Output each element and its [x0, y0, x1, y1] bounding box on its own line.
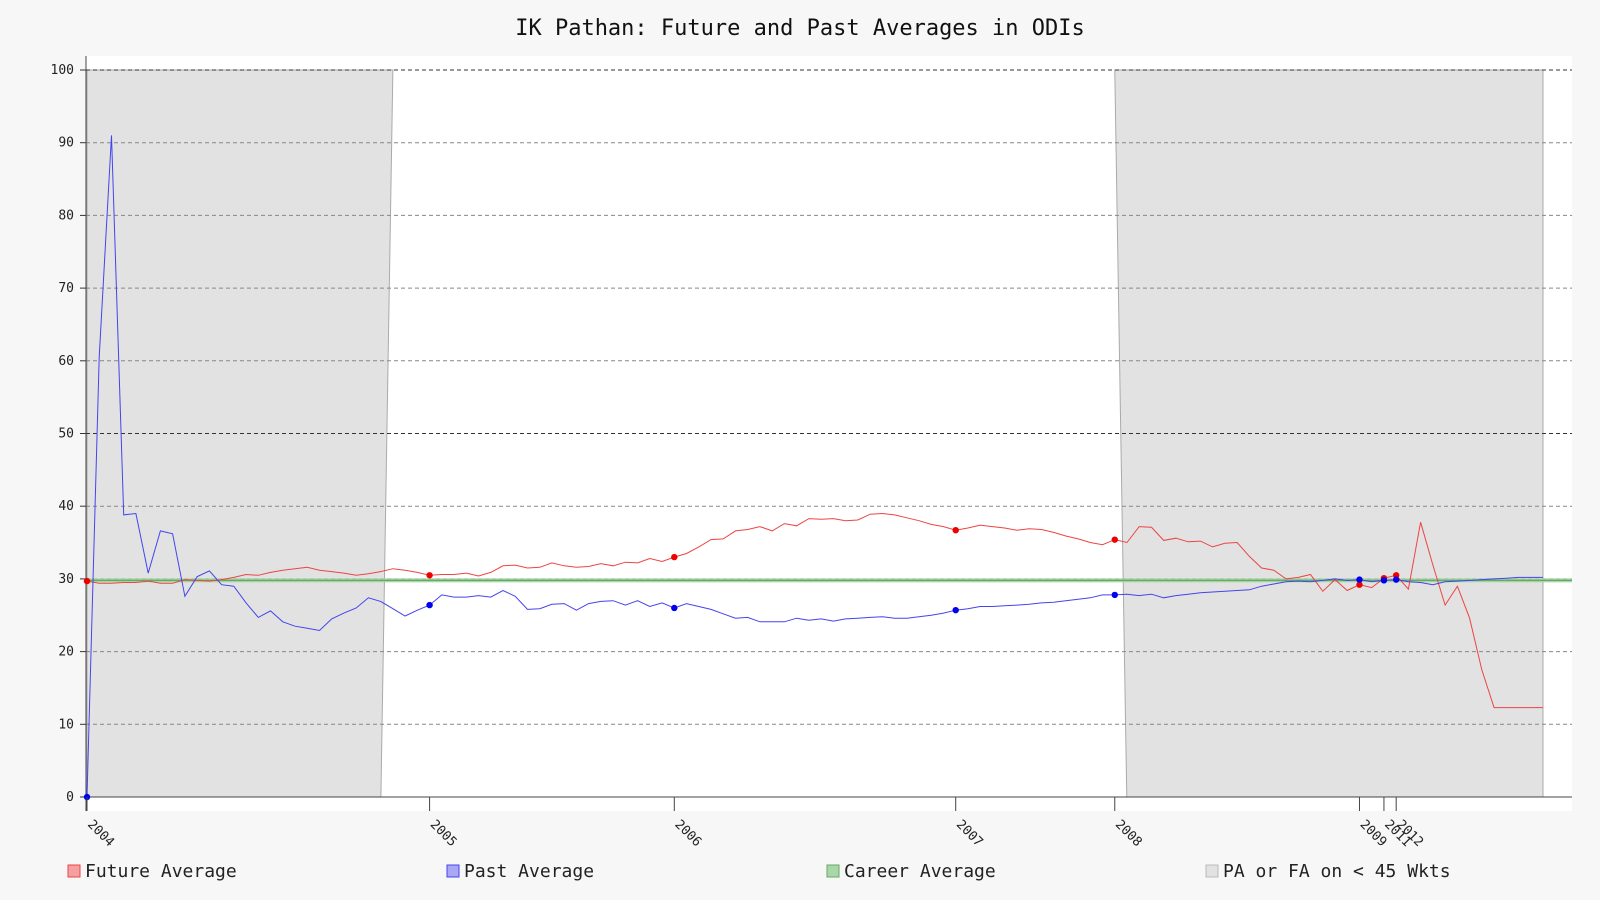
x-tick-label: 2004 — [84, 817, 117, 850]
legend: Future Average Past Average Career Average… — [67, 861, 1451, 882]
legend-swatch — [67, 864, 81, 878]
past-average-point — [1356, 576, 1363, 583]
y-tick-label: 40 — [58, 499, 74, 514]
x-tick-label: 2006 — [671, 817, 704, 850]
legend-label: Past Average — [464, 861, 594, 882]
legend-swatch — [446, 864, 460, 878]
past-average-point — [1380, 577, 1388, 584]
y-tick-label: 100 — [51, 63, 74, 78]
x-tick-label: 2009 — [1357, 817, 1390, 850]
future-average-point — [1111, 536, 1118, 543]
legend-swatch — [826, 864, 840, 878]
y-tick-label: 60 — [58, 354, 74, 369]
legend-swatch — [1205, 864, 1219, 878]
x-tick-label: 2008 — [1112, 817, 1145, 850]
future-average-point — [83, 577, 91, 585]
y-tick-label: 80 — [58, 208, 74, 223]
future-average-line — [86, 512, 1543, 709]
y-tick-label: 10 — [58, 717, 74, 732]
y-tick-label: 70 — [58, 281, 74, 296]
past-average-point — [1111, 591, 1118, 599]
y-tick-label: 30 — [58, 572, 74, 587]
past-average-point — [952, 606, 959, 614]
future-average-point — [952, 526, 959, 534]
legend-label: PA or FA on < 45 Wkts — [1223, 861, 1451, 882]
x-tick-label: 2007 — [953, 817, 986, 850]
y-tick-label: 50 — [58, 427, 74, 442]
chart-title: IK Pathan: Future and Past Averages in O… — [515, 16, 1085, 41]
future-average-point — [426, 572, 433, 579]
y-tick-label: 0 — [66, 790, 74, 805]
legend-label: Future Average — [85, 861, 237, 882]
past-average-point — [1392, 576, 1400, 583]
y-tick-label: 90 — [58, 136, 74, 151]
y-tick-label: 20 — [58, 645, 74, 660]
past-average-line — [86, 135, 1543, 798]
past-average-point — [426, 601, 433, 609]
plot-area: 0 10 20 30 40 50 60 70 80 90 100 2004 2005 2006 2007 20… — [51, 56, 1572, 850]
future-average-point — [1356, 581, 1363, 588]
legend-label: Career Average — [844, 861, 996, 882]
future-average-point — [671, 553, 678, 561]
x-tick-label: 2005 — [427, 817, 460, 850]
past-average-point — [671, 604, 678, 612]
